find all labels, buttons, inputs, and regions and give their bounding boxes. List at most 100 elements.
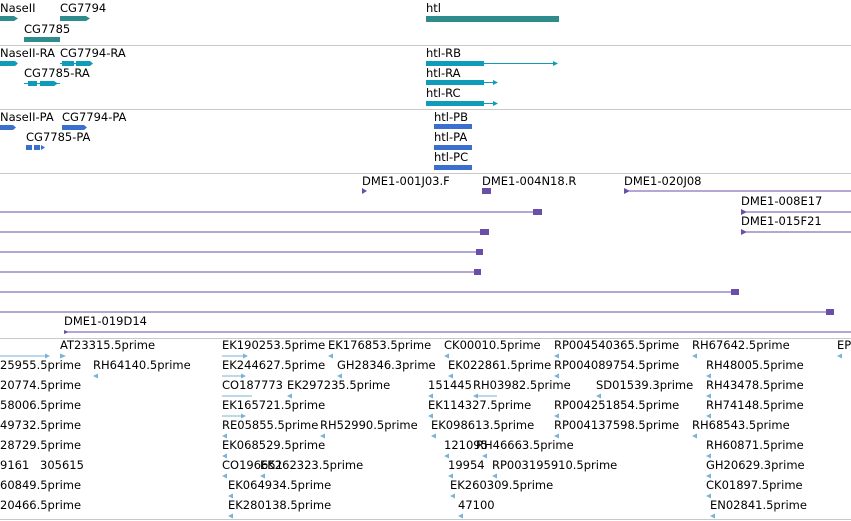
est-glyph[interactable] — [596, 393, 601, 399]
est-glyph[interactable] — [228, 513, 233, 519]
est-glyph[interactable] — [328, 353, 333, 359]
protein-glyph-htl-pc[interactable] — [434, 165, 472, 170]
transcript-glyph-htl-rb[interactable] — [426, 61, 558, 66]
est-label[interactable]: 60849.5prime — [0, 478, 82, 492]
est-glyph[interactable] — [492, 473, 497, 479]
est-label[interactable]: EK068529.5prime — [222, 438, 326, 452]
est-label[interactable]: RE05855.5prime — [222, 418, 319, 432]
transcript-glyph-htl-rc[interactable] — [426, 101, 498, 106]
est-label[interactable]: 151445 — [428, 378, 472, 392]
est-label[interactable]: EK280138.5prime — [228, 498, 332, 512]
transcript-label[interactable]: htl-RB — [426, 46, 462, 60]
transcript-glyph-cg7785-ra[interactable] — [24, 81, 60, 86]
est-label[interactable]: SD01539.3prime — [596, 378, 694, 392]
est-glyph[interactable] — [222, 433, 227, 439]
est-glyph[interactable] — [260, 473, 265, 479]
est-label[interactable]: CO187773 — [222, 378, 283, 392]
protein-label[interactable]: htl-PC — [434, 150, 469, 164]
est-label[interactable]: RP004251854.5prime — [554, 398, 680, 412]
est-glyph[interactable] — [222, 453, 227, 459]
clone-label[interactable]: DME1-004N18.R — [482, 174, 577, 188]
clone-glyph[interactable] — [362, 188, 367, 194]
est-glyph[interactable] — [706, 373, 711, 379]
clone-label[interactable]: DME1-020J08 — [624, 174, 702, 188]
est-glyph[interactable] — [706, 393, 711, 399]
est-glyph[interactable] — [692, 353, 697, 359]
est-glyph[interactable] — [222, 353, 248, 359]
est-glyph[interactable] — [554, 353, 559, 359]
transcript-glyph-htl-ra[interactable] — [426, 80, 498, 85]
gene-glyph-htl[interactable] — [426, 16, 559, 22]
protein-label[interactable]: CG7794-PA — [62, 110, 127, 124]
est-glyph[interactable] — [450, 493, 455, 499]
est-label[interactable]: 47100 — [458, 498, 495, 512]
gene-glyph-naseii[interactable] — [0, 16, 18, 21]
protein-label[interactable]: htl-PB — [434, 110, 468, 124]
protein-glyph-htl-pb[interactable] — [434, 124, 472, 129]
est-glyph[interactable] — [287, 393, 292, 399]
protein-label[interactable]: CG7785-PA — [26, 130, 91, 144]
est-label[interactable]: 9161 — [0, 458, 30, 472]
est-label[interactable]: 20466.5prime — [0, 498, 82, 512]
est-label[interactable]: 19954 — [448, 458, 485, 472]
est-label[interactable]: RP003195910.5prime — [492, 458, 618, 472]
est-glyph[interactable] — [458, 513, 463, 519]
est-glyph[interactable] — [93, 373, 98, 379]
transcript-label[interactable]: CG7794-RA — [60, 46, 126, 60]
est-glyph[interactable] — [448, 373, 453, 379]
est-label[interactable]: RH67642.5prime — [692, 338, 790, 352]
est-label[interactable]: RH60871.5prime — [706, 438, 804, 452]
gene-glyph-cg7794[interactable] — [60, 16, 90, 21]
est-label[interactable]: EK165721.5prime — [222, 398, 326, 412]
est-label[interactable]: RH43478.5prime — [706, 378, 804, 392]
protein-glyph-naseii-pa[interactable] — [0, 125, 16, 130]
est-glyph[interactable] — [706, 453, 711, 459]
clone-glyph[interactable] — [0, 249, 483, 255]
est-glyph[interactable] — [431, 433, 436, 439]
est-glyph[interactable] — [444, 453, 449, 459]
est-label[interactable]: RH03982.5prime — [473, 378, 571, 392]
est-glyph[interactable] — [448, 473, 453, 479]
est-label[interactable]: 58006.5prime — [0, 398, 82, 412]
gene-label[interactable]: NaseII — [0, 1, 36, 15]
protein-glyph-cg7785-pa[interactable] — [26, 145, 45, 150]
protein-label[interactable]: NaseII-PA — [0, 110, 54, 124]
transcript-label[interactable]: htl-RA — [426, 66, 461, 80]
est-label[interactable]: EK098613.5prime — [431, 418, 535, 432]
est-glyph[interactable] — [320, 433, 325, 439]
est-glyph[interactable] — [710, 513, 715, 519]
est-label[interactable]: 49732.5prime — [0, 418, 82, 432]
est-label[interactable]: EK262323.5prime — [260, 458, 364, 472]
est-label[interactable]: EN02841.5prime — [710, 498, 807, 512]
est-glyph[interactable] — [482, 453, 487, 459]
est-glyph[interactable] — [706, 493, 711, 499]
est-glyph[interactable] — [337, 373, 342, 379]
clone-glyph[interactable] — [0, 209, 542, 215]
est-label[interactable]: CO196651 — [222, 458, 283, 472]
est-label[interactable]: RH74148.5prime — [706, 398, 804, 412]
est-label[interactable]: RP004137598.5prime — [554, 418, 680, 432]
transcript-label[interactable]: NaseII-RA — [0, 46, 56, 60]
est-label[interactable]: RH46663.5prime — [476, 438, 574, 452]
est-glyph[interactable] — [554, 433, 559, 439]
clone-glyph[interactable] — [0, 229, 489, 235]
est-label[interactable]: AT23315.5prime — [60, 338, 156, 352]
est-label[interactable]: CK01897.5prime — [706, 478, 803, 492]
est-glyph[interactable] — [428, 393, 433, 399]
gene-label[interactable]: CG7794 — [60, 1, 107, 15]
clone-glyph[interactable] — [741, 209, 851, 215]
est-glyph[interactable] — [444, 353, 449, 359]
gene-label[interactable]: htl — [426, 1, 441, 15]
est-glyph[interactable] — [837, 353, 842, 359]
est-label[interactable]: CK00010.5prime — [444, 338, 541, 352]
clone-glyph[interactable] — [0, 269, 481, 275]
est-label[interactable]: EK190253.5prime — [222, 338, 326, 352]
est-label[interactable]: EK260309.5prime — [450, 478, 554, 492]
est-glyph[interactable] — [428, 413, 433, 419]
clone-glyph[interactable] — [482, 188, 491, 194]
transcript-label[interactable]: htl-RC — [426, 86, 461, 100]
est-label[interactable]: RP004540365.5prime — [554, 338, 680, 352]
est-glyph[interactable] — [554, 373, 559, 379]
protein-glyph-htl-pa[interactable] — [434, 145, 472, 150]
est-glyph[interactable] — [60, 353, 66, 359]
